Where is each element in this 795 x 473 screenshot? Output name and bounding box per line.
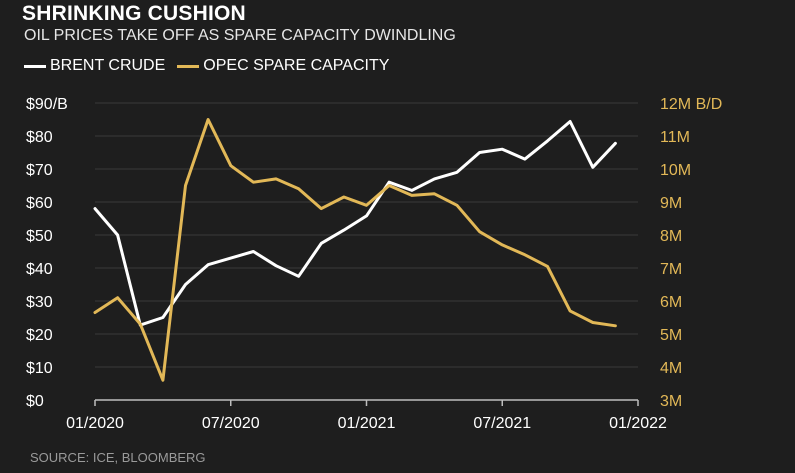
- y-left-tick-label: $40: [26, 261, 53, 278]
- y-right-tick-label: 3M: [660, 393, 682, 410]
- legend: BRENT CRUDE OPEC SPARE CAPACITY: [24, 57, 401, 75]
- y-right-tick-label: 11M: [660, 129, 690, 146]
- legend-label-brent: BRENT CRUDE: [50, 57, 166, 74]
- x-tick-label: 01/2021: [338, 415, 396, 432]
- y-left-tick-label: $70: [26, 162, 53, 179]
- y-left-tick-label: $10: [26, 360, 53, 377]
- y-right-tick-label: 6M: [660, 294, 682, 311]
- y-left-tick-label: $0: [26, 393, 44, 410]
- y-right-tick-label: 5M: [660, 327, 682, 344]
- y-right-tick-label: 7M: [660, 261, 682, 278]
- x-tick-label: 07/2020: [202, 415, 260, 432]
- x-tick-label: 07/2021: [473, 415, 531, 432]
- legend-swatch-opec: [177, 64, 200, 68]
- y-right-tick-label: 8M: [660, 228, 682, 245]
- legend-item-opec: OPEC SPARE CAPACITY: [177, 57, 389, 75]
- series-line-brent: [93, 120, 617, 327]
- y-left-tick-label: $20: [26, 327, 53, 344]
- chart-subtitle: OIL PRICES TAKE OFF AS SPARE CAPACITY DW…: [24, 27, 456, 44]
- y-right-tick-label: 12M B/D: [660, 96, 722, 113]
- y-left-tick-label: $90/B: [26, 96, 68, 113]
- y-right-tick-label: 10M: [660, 162, 691, 179]
- source-note: SOURCE: ICE, BLOOMBERG: [30, 450, 206, 465]
- y-left-tick-label: $60: [26, 195, 53, 212]
- x-tick-label: 01/2020: [66, 415, 124, 432]
- legend-label-opec: OPEC SPARE CAPACITY: [203, 57, 390, 74]
- y-right-tick-label: 9M: [660, 195, 682, 212]
- y-left-tick-label: $80: [26, 129, 53, 146]
- series-line-opec: [93, 118, 617, 382]
- y-left-tick-label: $50: [26, 228, 53, 245]
- legend-swatch-brent: [24, 64, 46, 68]
- y-right-tick-label: 4M: [660, 360, 682, 377]
- x-tick-label: 01/2022: [609, 415, 667, 432]
- y-left-tick-label: $30: [26, 294, 53, 311]
- legend-item-brent: BRENT CRUDE: [24, 57, 165, 75]
- chart-title: SHRINKING CUSHION: [22, 2, 246, 25]
